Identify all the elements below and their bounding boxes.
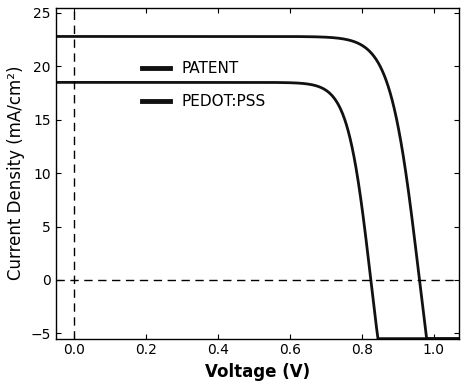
PEDOT:PSS xyxy=(123,80,129,85)
PEDOT:PSS xyxy=(456,336,462,341)
Legend: PATENT, PEDOT:PSS: PATENT, PEDOT:PSS xyxy=(136,55,272,116)
PATENT xyxy=(424,336,430,341)
PEDOT:PSS xyxy=(53,80,59,85)
Y-axis label: Current Density (mA/cm²): Current Density (mA/cm²) xyxy=(7,66,25,281)
PEDOT:PSS xyxy=(375,336,381,341)
PATENT xyxy=(456,336,462,341)
PEDOT:PSS xyxy=(225,80,231,85)
PATENT xyxy=(405,184,411,188)
PATENT xyxy=(99,34,104,39)
PEDOT:PSS xyxy=(99,80,104,85)
PATENT xyxy=(225,34,231,39)
X-axis label: Voltage (V): Voltage (V) xyxy=(205,363,310,381)
PEDOT:PSS xyxy=(405,336,411,341)
PEDOT:PSS xyxy=(448,336,454,341)
PATENT xyxy=(207,34,213,39)
PATENT xyxy=(448,336,454,341)
Line: PATENT: PATENT xyxy=(56,36,459,339)
PATENT xyxy=(53,34,59,39)
PEDOT:PSS xyxy=(207,80,213,85)
Line: PEDOT:PSS: PEDOT:PSS xyxy=(56,82,459,339)
PATENT xyxy=(123,34,129,39)
